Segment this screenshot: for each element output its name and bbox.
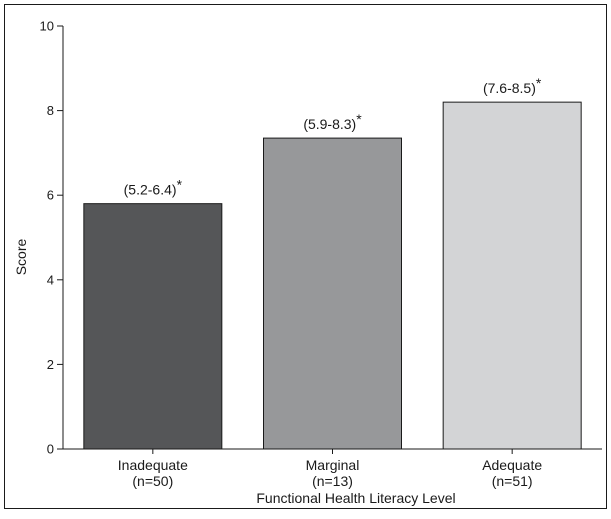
x-axis-title: Functional Health Literacy Level xyxy=(256,490,455,506)
x-axis-category-labels: Inadequate(n=50) Marginal(n=13) Adequate(n… xyxy=(118,449,542,489)
category-label: Adequate xyxy=(482,457,542,473)
category-count-label: (n=13) xyxy=(312,473,353,489)
category-label: Inadequate xyxy=(118,457,188,473)
y-tick-label: 8 xyxy=(47,103,54,118)
bar-value-label: (7.6-8.5)* xyxy=(483,75,542,96)
value-labels-group: (5.2-6.4)* (5.9-8.3)* (7.6-8.5)* xyxy=(124,75,542,198)
significance-asterisk: * xyxy=(177,177,183,193)
bar-value-label: (5.2-6.4)* xyxy=(124,177,183,198)
bars-group xyxy=(83,101,582,450)
category-count-label: (n=50) xyxy=(132,473,173,489)
y-tick-label: 2 xyxy=(47,357,54,372)
category-label: Marginal xyxy=(306,457,360,473)
y-axis-ticks: 0 2 4 6 8 10 xyxy=(40,19,63,457)
y-tick-label: 10 xyxy=(40,19,54,34)
bar-inadequate xyxy=(83,203,223,450)
bar-value-label: (5.9-8.3)* xyxy=(303,111,362,132)
y-tick-label: 0 xyxy=(47,442,54,457)
bar-adequate xyxy=(442,101,582,450)
bar-marginal xyxy=(263,137,402,450)
chart-figure: 0 2 4 6 8 10 (5.2-6.4)* (5.9-8.3)* (7.6-8.5)* I… xyxy=(4,4,607,509)
y-tick-label: 6 xyxy=(47,188,54,203)
y-tick-label: 4 xyxy=(47,272,54,287)
y-axis-title: Score xyxy=(13,239,29,276)
bar-chart: 0 2 4 6 8 10 (5.2-6.4)* (5.9-8.3)* (7.6-8.5)* I… xyxy=(13,19,602,506)
significance-asterisk: * xyxy=(536,75,542,91)
category-count-label: (n=51) xyxy=(492,473,533,489)
significance-asterisk: * xyxy=(356,111,362,127)
